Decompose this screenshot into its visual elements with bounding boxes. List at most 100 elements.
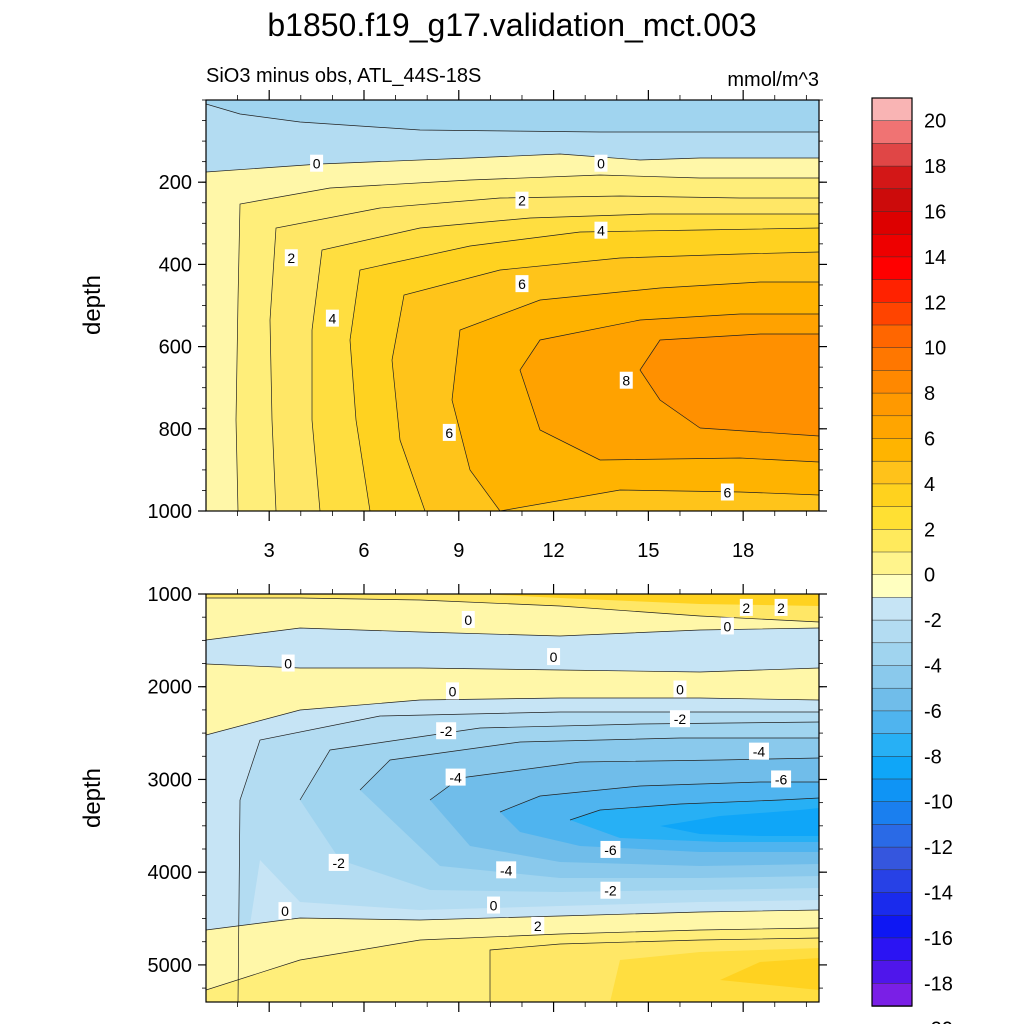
contour-label: -6 [600,840,621,858]
colorbar-swatch [871,642,913,667]
contour-label: -4 [748,742,769,760]
contour-label: -2 [600,881,621,899]
svg-text:-4: -4 [449,770,462,786]
colorbar-label: 18 [924,156,946,178]
contour-label: 0 [720,617,734,635]
colorbar-swatch [871,506,913,531]
xtick-label: 15 [637,540,659,562]
upper-ylabel: depth [79,275,106,335]
contour-label: 0 [487,896,501,914]
lower-panel: 2 20 00 00 0-2-2-4-4 -6-6-2 -4-20 02 1000200030… [79,584,827,1012]
colorbar-swatch [871,370,913,394]
contour-label: 0 [445,682,459,700]
colorbar-label: 10 [924,338,946,360]
contour-label: 0 [547,648,561,666]
svg-text:2: 2 [287,250,295,266]
colorbar-swatch [871,665,913,689]
contour-label: 8 [619,371,633,389]
contour-label: -6 [771,770,792,788]
ytick-label: 4000 [148,862,193,884]
colorbar-swatch [871,302,913,326]
colorbar-label: -10 [924,792,953,814]
contour-label: 0 [673,680,687,698]
svg-text:2: 2 [518,193,526,209]
colorbar-swatch [871,211,913,235]
contour-label: 6 [515,275,529,293]
colorbar-label: -16 [924,928,953,950]
svg-text:0: 0 [676,682,684,698]
svg-text:0: 0 [281,903,289,919]
svg-text:-6: -6 [604,842,617,858]
colorbar-swatch [871,97,913,122]
ytick-label: 1000 [148,584,193,606]
lower-contour-labels: 2 20 00 00 0-2-2-4-4 -6-6-2 -4-20 02 [278,598,792,934]
colorbar-swatch [871,778,913,803]
colorbar-swatch [871,165,913,190]
colorbar-label: -18 [924,973,953,995]
svg-text:0: 0 [723,618,731,634]
ytick-label: 600 [159,337,192,359]
colorbar-swatch [871,256,913,281]
svg-text:-2: -2 [332,855,345,871]
ytick-label: 1000 [148,501,193,523]
svg-text:6: 6 [445,425,453,441]
ytick-label: 3000 [148,769,193,791]
contour-label: -4 [445,768,466,786]
contour-label: -4 [496,861,517,879]
svg-text:-2: -2 [604,883,617,899]
contour-label: -2 [436,722,457,740]
upper-units: mmol/m^3 [727,69,819,91]
contour-label: -2 [328,853,349,871]
xtick-label: 18 [732,540,754,562]
svg-text:2: 2 [777,600,785,616]
svg-text:0: 0 [490,898,498,914]
colorbar-swatch [871,983,913,1007]
contour-label: 2 [515,191,529,209]
lower-contour-fill [206,594,819,1002]
contour-label: 0 [461,610,475,628]
contour-label: 0 [594,154,608,172]
colorbar-label: -4 [924,656,942,678]
colorbar-label: -12 [924,837,953,859]
svg-text:0: 0 [597,156,605,172]
colorbar-swatch [871,460,913,485]
contour-label: 6 [442,423,456,441]
colorbar-label: 14 [924,247,946,269]
colorbar-swatch [871,529,913,553]
colorbar-swatch [871,324,913,349]
lower-ylabel: depth [79,768,106,828]
colorbar-swatch [871,619,913,644]
colorbar-label: -2 [924,610,942,632]
svg-text:-2: -2 [440,723,453,739]
ytick-label: 400 [159,254,192,276]
upper-contour-labels: 0 0 2 2 4 4 6 6 6 8 [284,154,734,501]
colorbar-label: 0 [924,565,935,587]
colorbar-label: 2 [924,519,935,541]
svg-text:6: 6 [518,276,526,292]
colorbar-swatch [871,279,913,304]
svg-text:0: 0 [464,612,472,628]
colorbar-frame [871,97,913,1007]
svg-text:2: 2 [534,918,542,934]
svg-text:0: 0 [449,683,457,699]
svg-text:2: 2 [742,600,750,616]
upper-contour-fill [206,100,819,511]
ytick-label: 200 [159,172,192,194]
contour-label: 0 [281,654,295,672]
ytick-label: 5000 [148,955,193,977]
colorbar-swatch [871,801,913,826]
colorbar-swatch [871,892,913,916]
contour-label: -2 [669,710,690,728]
colorbar-swatch [871,347,913,372]
colorbar-swatch [871,415,913,440]
colorbar-label: -6 [924,701,942,723]
colorbar-swatch [871,483,913,508]
svg-text:-4: -4 [753,744,766,760]
xtick-label: 6 [358,540,369,562]
contour-label: 4 [594,221,608,239]
svg-text:-2: -2 [674,711,687,727]
colorbar-label: -14 [924,883,953,905]
xtick-label: 12 [542,540,564,562]
svg-text:0: 0 [313,156,321,172]
